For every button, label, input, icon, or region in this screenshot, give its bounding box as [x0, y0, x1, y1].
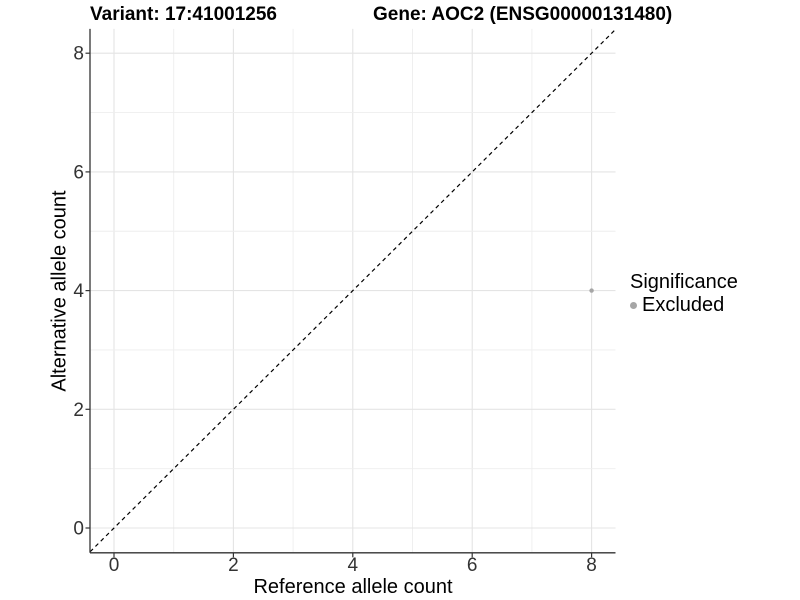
- x-tick-label: 0: [109, 555, 120, 576]
- identity-reference-line: [89, 29, 616, 553]
- x-axis-title: Reference allele count: [253, 576, 453, 598]
- y-tick-label: 0: [73, 519, 84, 540]
- x-tick-label: 2: [228, 555, 239, 576]
- gene-title: Gene: AOC2 (ENSG00000131480): [373, 4, 673, 25]
- y-tick-label: 2: [73, 400, 84, 421]
- data-point: [589, 288, 594, 293]
- legend-item-excluded: Excluded: [630, 294, 738, 316]
- legend: Significance Excluded: [630, 271, 738, 316]
- y-tick-label: 4: [73, 281, 84, 302]
- y-tick-label: 8: [73, 44, 84, 65]
- excluded-point-swatch-icon: [630, 301, 637, 309]
- legend-title: Significance: [630, 271, 738, 293]
- y-axis-title: Alternative allele count: [48, 190, 71, 392]
- x-tick-label: 8: [586, 555, 597, 576]
- y-tick-label: 6: [73, 162, 84, 183]
- x-tick-label: 6: [467, 555, 478, 576]
- variant-title: Variant: 17:41001256: [90, 4, 277, 25]
- x-tick-label: 4: [348, 555, 359, 576]
- legend-item-label: Excluded: [642, 294, 725, 316]
